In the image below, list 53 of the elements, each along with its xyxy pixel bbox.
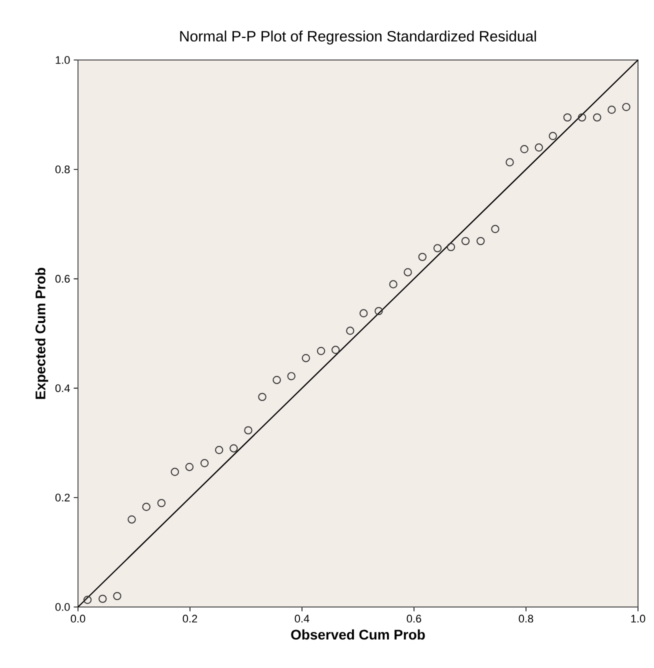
point	[593, 113, 602, 122]
y-tick-label: 0.4	[55, 384, 70, 392]
point	[332, 346, 340, 354]
point	[157, 498, 166, 508]
point	[563, 113, 572, 122]
x-tick-label: 0.8	[518, 614, 534, 623]
point	[476, 236, 485, 246]
x-tick-label: 1.0	[631, 614, 646, 623]
point	[578, 113, 586, 122]
point	[446, 242, 456, 252]
y-tick-label: 0.0	[55, 603, 70, 611]
point	[461, 236, 470, 246]
y-tick-label: 1.0	[56, 56, 70, 64]
point	[244, 426, 252, 434]
point	[418, 252, 427, 262]
point	[548, 132, 557, 140]
point	[230, 444, 238, 452]
x-tick-label: 0.2	[182, 614, 198, 623]
point	[360, 309, 368, 318]
point	[506, 158, 514, 166]
point	[128, 515, 136, 524]
point	[433, 244, 442, 252]
point	[142, 502, 150, 511]
point	[215, 446, 224, 454]
chart-title: Normal P-P Plot of Regression Standardized Residual	[180, 30, 536, 44]
point	[170, 468, 179, 476]
y-tick-label: 0.2	[55, 494, 70, 502]
point	[272, 376, 281, 384]
point	[389, 280, 398, 288]
point	[346, 326, 354, 335]
x-tick-label: 0.0	[70, 614, 86, 623]
point	[534, 143, 543, 152]
point	[258, 392, 266, 402]
point	[200, 459, 209, 468]
y-tick-label: 0.8	[55, 166, 70, 174]
point	[287, 372, 296, 380]
point	[316, 346, 326, 356]
x-tick-label: 0.4	[294, 614, 310, 623]
point	[622, 102, 630, 112]
x-axis-title: Observed Cum Prob	[291, 629, 425, 640]
point	[83, 596, 92, 604]
point	[374, 306, 383, 316]
point	[98, 594, 107, 603]
x-tick-label: 0.6	[406, 614, 422, 623]
point	[404, 268, 412, 276]
y-axis-title: Expected Cum Prob	[35, 268, 48, 399]
point	[608, 106, 616, 114]
point	[113, 592, 122, 600]
point	[491, 224, 500, 234]
point	[185, 462, 194, 472]
point	[302, 354, 310, 362]
point	[520, 145, 528, 154]
y-tick-label: 0.6	[55, 274, 70, 283]
